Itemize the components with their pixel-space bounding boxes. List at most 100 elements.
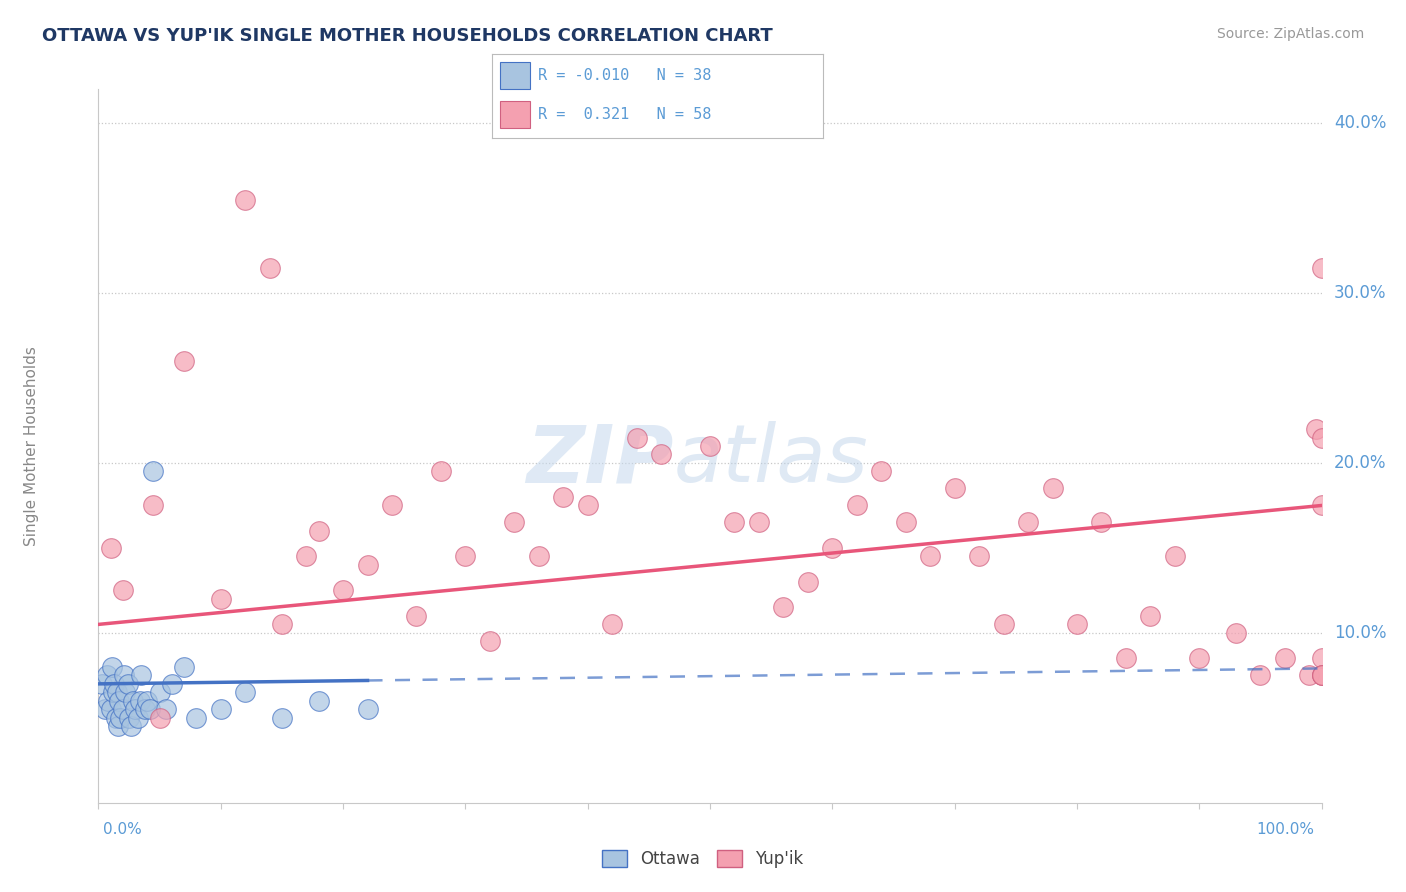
Point — [967, 549, 990, 564]
Point — [1310, 651, 1333, 665]
Text: R =  0.321   N = 58: R = 0.321 N = 58 — [538, 107, 711, 122]
Point — [356, 702, 378, 716]
Point — [110, 711, 132, 725]
Text: 10.0%: 10.0% — [1334, 624, 1386, 642]
Point — [233, 193, 256, 207]
Text: OTTAWA VS YUP'IK SINGLE MOTHER HOUSEHOLDS CORRELATION CHART: OTTAWA VS YUP'IK SINGLE MOTHER HOUSEHOLD… — [42, 27, 773, 45]
Point — [139, 702, 162, 716]
Point — [1310, 668, 1333, 682]
Point — [173, 660, 195, 674]
Point — [600, 617, 623, 632]
Text: 100.0%: 100.0% — [1257, 822, 1315, 837]
Point — [920, 549, 942, 564]
Point — [270, 711, 294, 725]
Point — [107, 719, 129, 733]
Bar — [501, 62, 530, 89]
Text: Source: ZipAtlas.com: Source: ZipAtlas.com — [1216, 27, 1364, 41]
Point — [699, 439, 721, 453]
Text: 20.0%: 20.0% — [1334, 454, 1386, 472]
Point — [772, 600, 794, 615]
Point — [142, 499, 165, 513]
Point — [120, 719, 142, 733]
Point — [1310, 260, 1333, 275]
Point — [332, 583, 354, 598]
Point — [129, 668, 152, 682]
Point — [553, 490, 575, 504]
Text: Single Mother Households: Single Mother Households — [24, 346, 38, 546]
Point — [233, 685, 256, 699]
Point — [797, 574, 820, 589]
Point — [527, 549, 550, 564]
Point — [308, 524, 330, 538]
Point — [478, 634, 501, 648]
Point — [723, 516, 745, 530]
Text: 0.0%: 0.0% — [103, 822, 142, 837]
Point — [103, 677, 125, 691]
Point — [136, 694, 159, 708]
Point — [295, 549, 318, 564]
Point — [270, 617, 294, 632]
Point — [100, 702, 122, 716]
Point — [114, 685, 136, 699]
Point — [1225, 626, 1247, 640]
Point — [118, 711, 141, 725]
Point — [503, 516, 526, 530]
Legend: Ottawa, Yup'ik: Ottawa, Yup'ik — [596, 843, 810, 875]
Point — [894, 516, 917, 530]
Point — [1066, 617, 1088, 632]
Point — [149, 685, 172, 699]
Point — [1274, 651, 1296, 665]
Point — [1250, 668, 1272, 682]
Text: 30.0%: 30.0% — [1334, 284, 1386, 302]
Bar — [501, 101, 530, 128]
Point — [381, 499, 404, 513]
Point — [1310, 499, 1333, 513]
Point — [259, 260, 281, 275]
Point — [650, 448, 672, 462]
Point — [155, 702, 177, 716]
Point — [100, 541, 122, 555]
Point — [405, 608, 427, 623]
Point — [105, 685, 128, 699]
Point — [845, 499, 868, 513]
Point — [1090, 516, 1112, 530]
Point — [626, 430, 648, 444]
Text: atlas: atlas — [673, 421, 868, 500]
Point — [129, 694, 152, 708]
Point — [1310, 668, 1333, 682]
Text: ZIP: ZIP — [526, 421, 673, 500]
Point — [117, 677, 139, 691]
Point — [104, 711, 127, 725]
Point — [186, 711, 208, 725]
Point — [1164, 549, 1187, 564]
Point — [209, 591, 232, 606]
Point — [93, 702, 115, 716]
Point — [870, 465, 893, 479]
Point — [1042, 482, 1064, 496]
Point — [111, 583, 134, 598]
Point — [91, 677, 114, 691]
Text: 40.0%: 40.0% — [1334, 114, 1386, 132]
Point — [209, 702, 232, 716]
Point — [1310, 668, 1333, 682]
Point — [430, 465, 453, 479]
Point — [101, 685, 124, 699]
Point — [1017, 516, 1039, 530]
Point — [134, 702, 156, 716]
Point — [111, 702, 134, 716]
Point — [97, 694, 120, 708]
Point — [1298, 668, 1320, 682]
Point — [127, 711, 149, 725]
Point — [454, 549, 477, 564]
Point — [943, 482, 966, 496]
Point — [576, 499, 599, 513]
Point — [108, 694, 131, 708]
Point — [124, 702, 146, 716]
Point — [1305, 422, 1327, 436]
Point — [1310, 430, 1333, 444]
Point — [821, 541, 844, 555]
Point — [142, 465, 165, 479]
Text: R = -0.010   N = 38: R = -0.010 N = 38 — [538, 68, 711, 83]
Point — [173, 354, 195, 368]
Point — [149, 711, 172, 725]
